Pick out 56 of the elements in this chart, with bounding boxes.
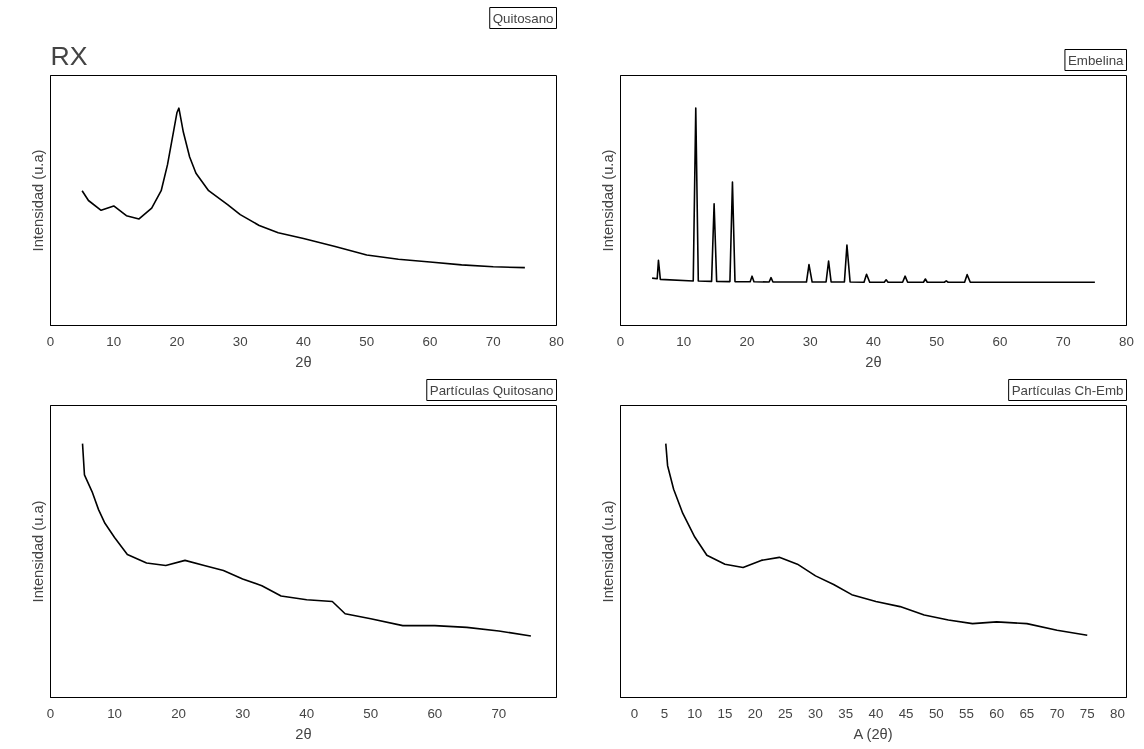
x-tick-label: 20 xyxy=(739,333,755,349)
x-tick-label: 10 xyxy=(687,705,703,721)
y-axis-title: Intensidad (u.a) xyxy=(599,500,616,603)
y-axis-title: Intensidad (u.a) xyxy=(599,149,616,252)
x-tick-label: 50 xyxy=(928,705,944,721)
x-tick-label: 65 xyxy=(1019,705,1035,721)
chart-title: Partículas Quitosano xyxy=(429,382,554,398)
x-tick-label: 20 xyxy=(747,705,763,721)
x-tick-label: 40 xyxy=(868,705,884,721)
x-tick-label: 0 xyxy=(630,705,639,721)
x-tick-label: 60 xyxy=(427,705,443,721)
x-tick-label: 60 xyxy=(422,333,438,349)
x-tick-label: 40 xyxy=(296,333,311,349)
x-tick-label: 15 xyxy=(717,705,733,721)
x-tick-label: 40 xyxy=(299,705,315,721)
x-tick-label: 70 xyxy=(1049,705,1065,721)
x-tick-label: 80 xyxy=(1110,705,1125,721)
x-tick-label: 50 xyxy=(363,705,379,721)
x-axis-title: A (2θ) xyxy=(853,725,893,742)
chart-title: Partículas Ch-Emb xyxy=(1011,382,1124,398)
x-tick-label: 30 xyxy=(232,333,248,349)
x-tick-label: 20 xyxy=(169,333,185,349)
x-tick-label: 30 xyxy=(235,705,251,721)
x-tick-label: 70 xyxy=(1055,333,1071,349)
x-tick-label: 50 xyxy=(929,333,945,349)
x-tick-label: 35 xyxy=(838,705,854,721)
x-tick-label: 60 xyxy=(992,333,1008,349)
y-axis-title: Intensidad (u.a) xyxy=(29,500,46,603)
x-tick-label: 55 xyxy=(959,705,974,721)
x-tick-label: 50 xyxy=(359,333,375,349)
x-tick-label: 5 xyxy=(660,705,669,721)
x-tick-label: 80 xyxy=(549,333,564,349)
x-tick-label: 10 xyxy=(107,705,122,721)
x-tick-label: 25 xyxy=(777,705,793,721)
x-axis-title: 2θ xyxy=(295,353,312,370)
x-tick-label: 40 xyxy=(866,333,881,349)
x-tick-label: 45 xyxy=(898,705,914,721)
chart-title: Quitosano xyxy=(492,10,554,26)
y-axis-title: Intensidad (u.a) xyxy=(29,149,46,252)
x-tick-label: 30 xyxy=(802,333,818,349)
x-tick-label: 75 xyxy=(1079,705,1095,721)
chart-title: Embelina xyxy=(1067,52,1125,68)
x-tick-label: 0 xyxy=(616,333,625,349)
x-tick-label: 20 xyxy=(171,705,187,721)
x-tick-label: 10 xyxy=(106,333,122,349)
x-tick-label: 60 xyxy=(989,705,1005,721)
x-tick-label: 0 xyxy=(46,705,55,721)
x-tick-label: 70 xyxy=(485,333,501,349)
text: RX xyxy=(50,40,88,71)
x-tick-label: 80 xyxy=(1119,333,1134,349)
x-axis-title: 2θ xyxy=(865,353,882,370)
x-tick-label: 0 xyxy=(46,333,55,349)
x-tick-label: 30 xyxy=(808,705,823,721)
x-tick-label: 70 xyxy=(491,705,507,721)
x-axis-title: 2θ xyxy=(295,725,312,742)
x-tick-label: 10 xyxy=(676,333,692,349)
